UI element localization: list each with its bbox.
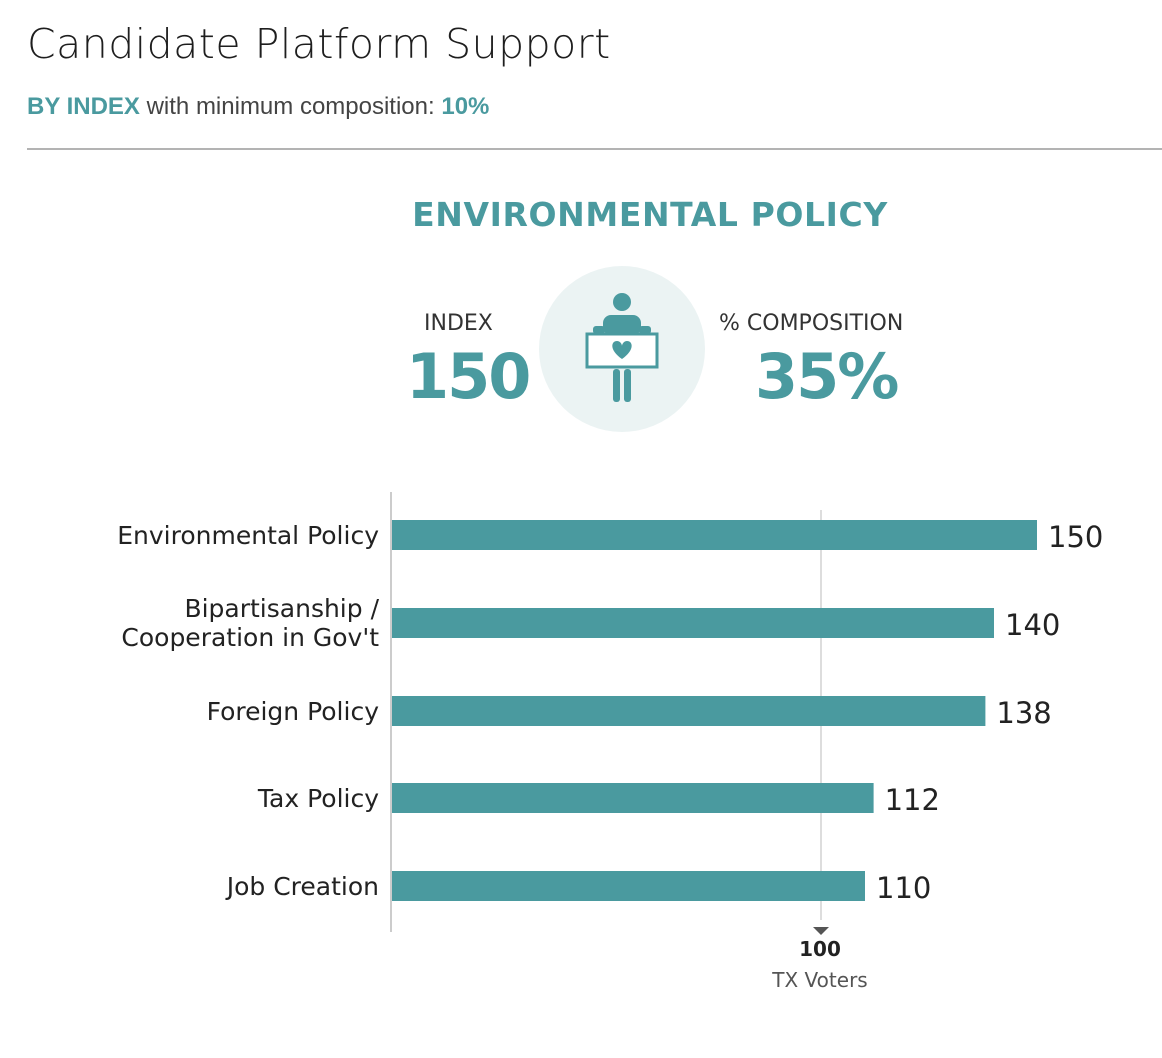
reference-marker-icon xyxy=(813,927,829,935)
subtitle-metric: BY INDEX xyxy=(27,93,140,120)
icon-left-hand xyxy=(593,326,605,334)
bar-value-label-0: 150 xyxy=(1048,520,1103,554)
bar-1 xyxy=(392,608,994,638)
index-label: INDEX xyxy=(424,311,493,336)
icon-head xyxy=(613,293,631,311)
person-holding-heart-sign-icon xyxy=(539,266,705,432)
icon-left-leg xyxy=(613,369,620,402)
icon-torso xyxy=(603,315,641,335)
person-holding-heart-sign-svg xyxy=(585,293,659,402)
bar-4 xyxy=(392,871,865,901)
category-label-line: Bipartisanship / xyxy=(184,594,379,623)
reference-name-label: TX Voters xyxy=(772,968,868,992)
bar-0 xyxy=(392,520,1037,550)
category-label-4: Job Creation xyxy=(227,872,379,901)
category-label-3: Tax Policy xyxy=(258,784,379,813)
category-label-line: Foreign Policy xyxy=(206,696,379,726)
bar-value-label-3: 112 xyxy=(885,783,940,817)
category-label-line: Job Creation xyxy=(226,871,379,901)
icon-right-leg xyxy=(624,369,631,402)
header-divider xyxy=(27,148,1162,150)
reference-value-label: 100 xyxy=(799,937,841,961)
index-value: 150 xyxy=(406,340,531,413)
bar-3 xyxy=(392,783,874,813)
icon-right-hand xyxy=(639,326,651,334)
chart-subtitle: BY INDEX with minimum composition: 10% xyxy=(27,93,489,121)
category-label-1: Bipartisanship / Cooperation in Gov't xyxy=(121,594,379,652)
bar-2 xyxy=(392,696,986,726)
category-label-line: Cooperation in Gov't xyxy=(121,623,379,652)
composition-label: % COMPOSITION xyxy=(719,311,904,336)
bar-value-label-2: 138 xyxy=(996,696,1051,730)
subtitle-text: with minimum composition: xyxy=(139,93,442,120)
bar-value-label-4: 110 xyxy=(876,871,931,905)
icon-heart xyxy=(612,341,632,359)
composition-value: 35% xyxy=(755,340,899,413)
category-label-line: Environmental Policy xyxy=(117,520,379,550)
category-label-0: Environmental Policy xyxy=(117,521,379,550)
category-label-2: Foreign Policy xyxy=(207,697,379,726)
subtitle-min-composition: 10% xyxy=(441,93,490,120)
category-label-line: Tax Policy xyxy=(257,783,379,813)
chart-title: Candidate Platform Support xyxy=(27,20,611,68)
bar-value-label-1: 140 xyxy=(1005,608,1060,642)
highlight-category-title: ENVIRONMENTAL POLICY xyxy=(412,195,888,234)
